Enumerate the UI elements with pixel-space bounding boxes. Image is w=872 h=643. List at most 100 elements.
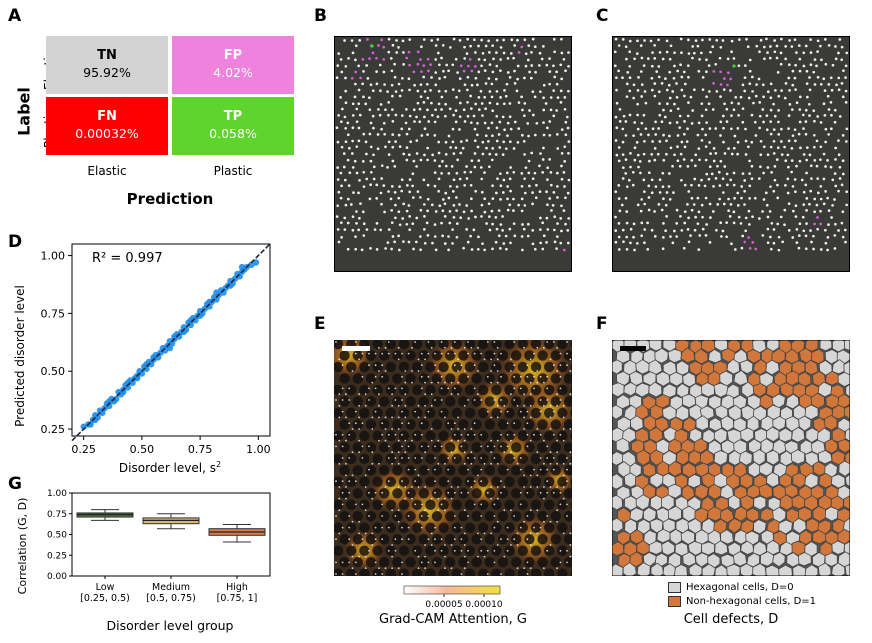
cell (471, 534, 482, 545)
cell (418, 350, 429, 361)
particle (519, 503, 522, 506)
cell (491, 568, 502, 576)
particle (750, 177, 754, 181)
particle (776, 183, 779, 187)
cell (478, 522, 489, 533)
hexagonal-cell (738, 450, 753, 466)
non-hexagonal-cell (837, 438, 850, 453)
particle (555, 82, 559, 86)
particle (631, 183, 635, 187)
particle (420, 134, 424, 137)
particle (569, 428, 572, 430)
cell (379, 396, 390, 407)
particle (504, 234, 508, 238)
particle (632, 96, 636, 100)
cell (385, 476, 396, 488)
particle (469, 44, 472, 48)
particle (397, 428, 400, 430)
non-hexagonal-cell (824, 414, 838, 431)
particle (440, 445, 443, 448)
particle (354, 352, 357, 355)
particle (351, 451, 354, 454)
cell (359, 430, 370, 442)
particle (758, 114, 762, 118)
particle (526, 410, 529, 413)
particle (662, 133, 665, 137)
particle (486, 375, 489, 378)
cell (491, 545, 502, 556)
cell (530, 340, 542, 350)
particle (462, 108, 466, 112)
particle (722, 191, 725, 194)
particle (378, 346, 380, 349)
particle (658, 178, 662, 182)
defect-particle (474, 65, 477, 68)
particle (384, 439, 387, 442)
hexagonal-cell (778, 427, 793, 443)
particle (462, 246, 465, 250)
particle (520, 95, 523, 99)
particle (414, 457, 417, 459)
particle (697, 184, 701, 187)
particle (440, 221, 443, 225)
particle (621, 166, 625, 170)
particle (335, 480, 337, 483)
cell (445, 419, 456, 430)
particle (386, 90, 389, 93)
particle (837, 88, 841, 92)
particle (665, 191, 669, 194)
particle (362, 234, 366, 237)
particle (341, 491, 344, 494)
cell-fn-value: 0.00032% (75, 126, 139, 141)
particle (506, 56, 510, 60)
hexagonal-cell (792, 564, 807, 576)
non-hexagonal-cell (739, 473, 754, 489)
particle (701, 38, 704, 42)
particle (408, 178, 412, 181)
particle (397, 439, 400, 442)
particle (635, 242, 639, 245)
cell (418, 396, 429, 407)
particle (393, 164, 397, 168)
particle (517, 101, 521, 104)
colorbar-tick-label: 0.00005 (425, 600, 462, 610)
particle (519, 526, 522, 529)
particle (405, 158, 409, 162)
particle (344, 101, 348, 105)
cell (445, 534, 456, 545)
particle (565, 115, 569, 119)
particle (719, 45, 723, 49)
cell (412, 453, 423, 465)
particle (483, 95, 487, 99)
particle (545, 216, 549, 220)
particle (632, 134, 635, 138)
non-hexagonal-cell (694, 484, 709, 500)
highlight-particle (370, 44, 374, 48)
particle (433, 223, 437, 227)
particle (787, 229, 791, 232)
cell (379, 488, 390, 499)
particle (555, 235, 559, 238)
particle (420, 352, 423, 355)
particle (450, 164, 454, 168)
particle (404, 439, 407, 442)
particle (361, 457, 364, 459)
particle (440, 341, 443, 343)
particle (380, 177, 384, 180)
particle (371, 89, 375, 93)
particle (397, 210, 401, 214)
particle (400, 178, 404, 182)
particle (408, 38, 412, 41)
particle (526, 58, 530, 62)
particle (807, 102, 811, 106)
particle (391, 416, 393, 419)
particle (391, 119, 395, 123)
particle (501, 228, 504, 232)
particle (705, 95, 708, 99)
particle (556, 96, 560, 99)
particle (346, 197, 350, 201)
particle (549, 428, 552, 430)
particle (391, 451, 393, 454)
particle (348, 538, 351, 541)
particle (816, 177, 820, 180)
